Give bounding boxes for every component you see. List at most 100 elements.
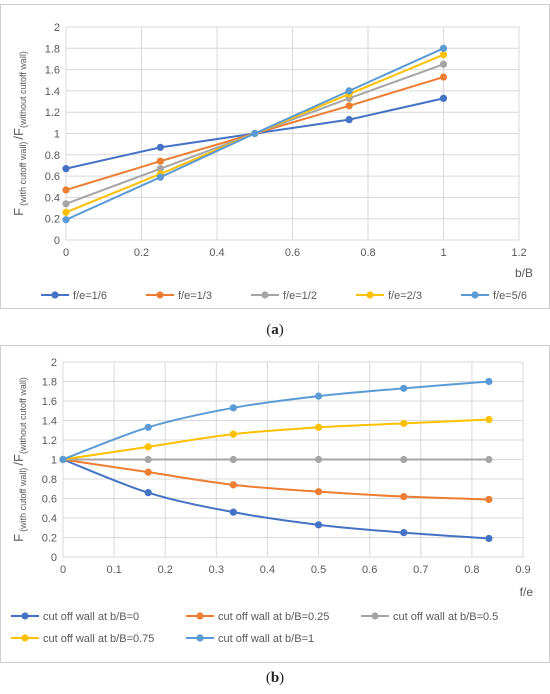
data-point-s2-p2 <box>156 157 164 165</box>
legend-label: cut off wall at b/B=0.5 <box>393 611 498 623</box>
x-tick-label: 0.9 <box>515 564 530 576</box>
y-axis-label: F (with cutoff wall) /F(without cutoff wal… <box>11 51 28 216</box>
legend-swatch-marker <box>471 291 479 299</box>
legend-item-1: cut off wall at b/B=0 <box>11 611 139 623</box>
data-point-s3-p4 <box>314 455 323 464</box>
y-tick-label: 1 <box>51 455 57 467</box>
series-line-5 <box>62 380 489 461</box>
data-point-s5-p3 <box>251 129 259 138</box>
x-tick-label: 0.2 <box>134 247 149 259</box>
data-point-s3-p2 <box>156 165 164 173</box>
y-tick-label: 0.2 <box>45 214 60 226</box>
data-point-s5-p1 <box>62 216 70 224</box>
series-line-1 <box>62 458 489 540</box>
legend-swatch-marker <box>21 634 29 642</box>
y-axis-label-ylabel-sep: /F <box>11 454 26 466</box>
x-tick-label: 0 <box>60 564 66 576</box>
y-tick-label: 1.4 <box>45 86 60 98</box>
x-tick-label: 0.1 <box>106 564 121 576</box>
y-tick-label: 1.2 <box>45 107 60 119</box>
caption-b-letter: b <box>270 670 280 686</box>
chart-b-svg: 0 0.2 0.4 0.6 0.8 1 1.2 1.4 1.6 1.8 2 0 0.1 0.2 0.3 0.4… <box>11 357 534 645</box>
data-point-s1-p5 <box>400 529 408 537</box>
legend-item-2: cut off wall at b/B=0.25 <box>186 611 329 623</box>
data-point-s1-p5 <box>439 94 448 102</box>
x-tick-label: 0.5 <box>311 564 326 576</box>
data-point-s4-p3 <box>229 430 237 438</box>
legend-label: cut off wall at b/B=0 <box>43 611 139 623</box>
caption-a-letter: a <box>271 322 279 338</box>
legend-label: f/e=2/3 <box>388 290 422 302</box>
data-point-s2-p4 <box>314 488 323 496</box>
y-tick-label: 0.8 <box>45 150 60 162</box>
data-point-s4-p6 <box>485 415 493 424</box>
y-tick-label: 0.2 <box>42 533 57 545</box>
x-tick-label: 0 <box>63 247 69 259</box>
data-point-s5-p2 <box>144 423 152 431</box>
legend-item-3: f/e=1/2 <box>251 290 317 302</box>
caption-a: (a) <box>266 322 284 338</box>
chart-panel-a: 0 0.2 0.4 0.6 0.8 1 1.2 1.4 1.6 1.8 2 0 0.2 0.4 0.6 0.8… <box>0 4 550 309</box>
legend-label: cut off wall at b/B=0.75 <box>43 633 154 645</box>
y-tick-label: 2 <box>51 357 57 369</box>
data-point-s3-p1 <box>62 200 70 208</box>
data-point-s1-p2 <box>144 489 152 497</box>
y-axis-label: F (with cutoff wall) /F(without cutoff wal… <box>11 377 28 542</box>
y-tick-label: 1.8 <box>42 377 57 389</box>
data-point-s5-p5 <box>400 384 408 392</box>
legend-label: f/e=1/6 <box>73 290 107 302</box>
y-axis-label-ylabel-sub2: (without cutoff wall) <box>18 377 28 454</box>
series-line-2 <box>62 458 489 501</box>
legend-swatch-marker <box>51 291 59 299</box>
x-tick-label: 1.2 <box>511 247 526 259</box>
data-point-s5-p5 <box>439 44 448 52</box>
x-axis-label: b/B <box>515 266 533 280</box>
legend-item-5: cut off wall at b/B=1 <box>186 633 314 645</box>
y-tick-label: 0 <box>51 552 57 564</box>
data-point-s2-p3 <box>229 481 237 489</box>
x-tick-label: 0.4 <box>260 564 275 576</box>
data-point-s2-p4 <box>345 102 353 110</box>
data-point-s1-p2 <box>156 143 164 151</box>
legend-label: f/e=1/3 <box>178 290 212 302</box>
data-point-s3-p5 <box>400 455 408 464</box>
y-tick-label: 0.6 <box>42 494 57 506</box>
x-tick-label: 0.8 <box>360 247 375 259</box>
legend-label: f/e=1/2 <box>283 290 317 302</box>
data-point-s4-p5 <box>400 419 408 428</box>
x-tick-label: 0.4 <box>209 247 224 259</box>
legend-swatch-marker <box>21 612 29 620</box>
legend-item-5: f/e=5/6 <box>461 290 527 302</box>
y-tick-label: 0.4 <box>42 513 57 525</box>
y-axis-label-ylabel-main: F <box>11 208 26 216</box>
x-axis-label: f/e <box>520 585 534 599</box>
y-tick-label: 0 <box>54 235 60 247</box>
y-axis-label-ylabel-main: F <box>11 534 26 542</box>
data-point-s5-p2 <box>156 173 164 181</box>
y-axis-label-ylabel-sub1: (with cutoff wall) <box>18 468 28 532</box>
legend-item-1: f/e=1/6 <box>41 290 107 302</box>
y-tick-label: 1 <box>54 129 60 141</box>
legend-swatch-marker <box>196 612 204 620</box>
y-axis-label-ylabel-sep: /F <box>11 128 26 140</box>
chart-panel-b: 0 0.2 0.4 0.6 0.8 1 1.2 1.4 1.6 1.8 2 0 0.1 0.2 0.3 0.4… <box>0 345 550 663</box>
data-point-s3-p3 <box>229 455 237 464</box>
x-tick-label: 0.6 <box>285 247 300 259</box>
data-point-s5-p3 <box>229 404 237 412</box>
y-tick-label: 1.6 <box>45 65 60 77</box>
chart-a-svg: 0 0.2 0.4 0.6 0.8 1 1.2 1.4 1.6 1.8 2 0 0.2 0.4 0.6 0.8… <box>11 22 533 302</box>
y-axis-label-ylabel-sub1: (with cutoff wall) <box>18 142 28 206</box>
data-point-s2-p5 <box>400 492 408 501</box>
legend-swatch-marker <box>371 612 379 620</box>
data-point-s2-p5 <box>439 73 448 81</box>
y-tick-label: 0.6 <box>45 171 60 183</box>
data-point-s5-p1 <box>59 455 67 464</box>
data-point-s5-p6 <box>485 377 493 386</box>
data-point-s3-p6 <box>485 455 493 464</box>
legend-swatch-marker <box>196 634 204 642</box>
legend-item-4: f/e=2/3 <box>356 290 422 302</box>
x-tick-label: 1 <box>440 247 446 259</box>
legend-item-4: cut off wall at b/B=0.75 <box>11 633 154 645</box>
data-point-s4-p4 <box>314 423 323 431</box>
x-tick-label: 0.3 <box>209 564 224 576</box>
